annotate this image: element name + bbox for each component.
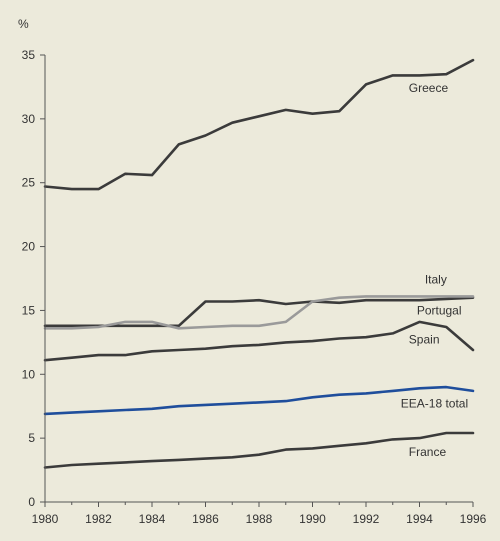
y-tick-label: 0: [28, 495, 35, 509]
x-tick-label: 1992: [353, 512, 380, 526]
y-tick-label: 5: [28, 431, 35, 445]
x-tick-label: 1994: [406, 512, 433, 526]
y-unit-label: %: [18, 17, 29, 31]
y-tick-label: 10: [22, 367, 36, 381]
x-tick-label: 1996: [460, 512, 487, 526]
y-tick-label: 30: [22, 112, 36, 126]
series-label-portugal: Portugal: [417, 303, 462, 317]
y-axis-ticks: 0 5 10 15 20 25 30 35: [22, 48, 45, 509]
series-label-greece: Greece: [409, 81, 449, 95]
x-axis-ticks: 1980 1982 1984 1986 1988 1990 1992 1994 1996: [32, 502, 487, 526]
y-tick-label: 20: [22, 240, 36, 254]
x-tick-label: 1986: [192, 512, 219, 526]
series-label-france: France: [409, 445, 447, 459]
series-label-spain: Spain: [409, 333, 440, 347]
y-tick-label: 25: [22, 176, 36, 190]
series-label-italy: Italy: [425, 273, 447, 287]
x-tick-label: 1988: [246, 512, 273, 526]
series-label-eea-18-total: EEA-18 total: [401, 396, 468, 410]
x-tick-label: 1990: [299, 512, 326, 526]
x-tick-label: 1984: [139, 512, 166, 526]
y-tick-label: 35: [22, 48, 36, 62]
x-tick-label: 1982: [85, 512, 112, 526]
y-tick-label: 15: [22, 303, 36, 317]
x-tick-label: 1980: [32, 512, 59, 526]
series-line-spain: [43, 320, 475, 362]
series-line-portugal: [43, 295, 475, 330]
series-line-france: [43, 431, 475, 469]
series-lines: [43, 58, 475, 469]
series-line-greece: [43, 58, 475, 191]
series-line-eea-18-total: [43, 385, 475, 416]
series-labels: Greece Italy Portugal Spain EEA-18 total Fran…: [401, 81, 468, 459]
series-line-italy: [43, 296, 475, 328]
